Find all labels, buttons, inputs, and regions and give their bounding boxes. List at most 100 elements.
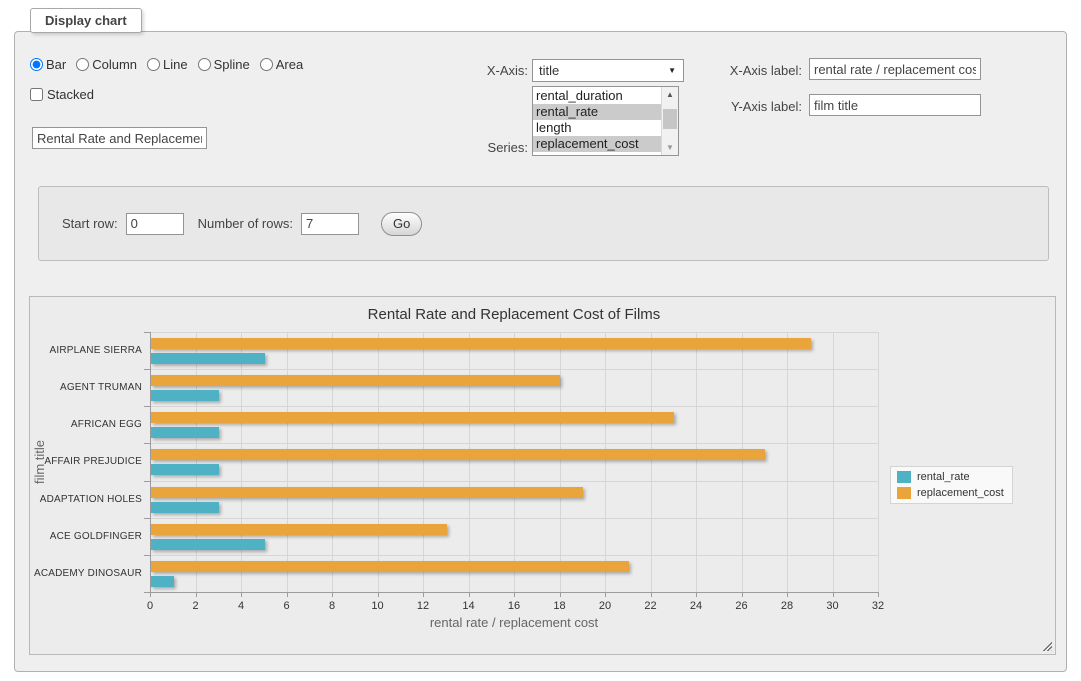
x-tick-label: 32 xyxy=(871,600,885,612)
category-label: ADAPTATION HOLES xyxy=(39,493,142,505)
bar-rental_rate xyxy=(151,575,174,587)
x-axis-label-input[interactable] xyxy=(809,58,981,80)
legend-item-rental-rate[interactable]: rental_rate xyxy=(897,471,1004,483)
series-list-scrollbar[interactable]: ▲ ▼ xyxy=(661,87,678,155)
x-tick-label: 0 xyxy=(146,600,154,612)
y-axis-tick xyxy=(144,517,150,519)
chart-title-input[interactable] xyxy=(32,127,207,149)
gridline xyxy=(150,369,878,371)
x-axis-line xyxy=(150,592,878,593)
gridline xyxy=(741,332,743,592)
y-axis-label-caption: Y-Axis label: xyxy=(730,99,802,114)
x-axis-tick xyxy=(741,592,743,597)
y-axis-tick xyxy=(144,592,150,593)
bar-replacement_cost xyxy=(151,375,561,387)
x-tick-label: 20 xyxy=(598,600,612,612)
bar-chart: Rental Rate and Replacement Cost of Film… xyxy=(29,296,1056,655)
gridline xyxy=(878,332,879,592)
chart-title: Rental Rate and Replacement Cost of Film… xyxy=(367,306,661,323)
radio-bar-label: Bar xyxy=(46,57,67,72)
x-axis-tick xyxy=(650,592,652,597)
gridline xyxy=(559,332,561,592)
radio-column-label: Column xyxy=(92,57,138,72)
series-option[interactable]: rental_duration xyxy=(536,88,623,103)
gridline xyxy=(832,332,834,592)
gridline xyxy=(696,332,697,592)
number-of-rows-input[interactable] xyxy=(301,212,359,235)
bar-rental_rate xyxy=(151,390,220,402)
series-list-label: Series: xyxy=(487,140,528,155)
gridline xyxy=(423,332,424,592)
scrollbar-thumb[interactable] xyxy=(663,109,677,129)
x-tick-label: 12 xyxy=(416,600,430,612)
gridline xyxy=(514,332,515,592)
x-axis-tick xyxy=(878,592,879,597)
x-axis-tick xyxy=(423,592,424,597)
series-listbox[interactable]: rental_duration rental_rate length replacem… xyxy=(532,86,679,156)
bar-replacement_cost xyxy=(151,338,811,349)
gridline xyxy=(150,554,878,556)
chart-type-radio-group: Bar Column Line Spline Area xyxy=(30,57,309,72)
x-axis-tick xyxy=(514,592,515,597)
bar-rental_rate xyxy=(151,501,220,513)
x-axis-tick xyxy=(195,592,197,597)
bar-replacement_cost xyxy=(151,523,447,535)
x-axis-select[interactable]: title ▼ xyxy=(532,59,684,82)
series-option[interactable]: replacement_cost xyxy=(533,136,661,152)
x-axis-tick xyxy=(286,592,288,597)
gridline xyxy=(195,332,197,592)
x-axis-tick xyxy=(559,592,561,597)
scroll-down-icon[interactable]: ▼ xyxy=(662,140,678,155)
legend-label-rental-rate: rental_rate xyxy=(917,471,970,483)
radio-spline-input[interactable] xyxy=(197,58,211,71)
x-tick-label: 28 xyxy=(780,600,794,612)
x-axis-tick xyxy=(150,592,151,597)
x-axis-tick xyxy=(605,592,606,597)
radio-spline[interactable]: Spline xyxy=(197,57,250,72)
series-listbox-items: rental_duration rental_rate length replacem… xyxy=(533,87,661,155)
gridline xyxy=(241,332,242,592)
radio-column-input[interactable] xyxy=(76,58,90,71)
x-tick-label: 24 xyxy=(689,600,703,612)
radio-column[interactable]: Column xyxy=(76,57,137,72)
radio-line-input[interactable] xyxy=(147,58,161,71)
category-label: AGENT TRUMAN xyxy=(59,382,142,394)
y-axis-tick xyxy=(144,332,150,333)
radio-spline-label: Spline xyxy=(213,57,250,72)
stacked-label: Stacked xyxy=(47,87,94,102)
x-tick-label: 6 xyxy=(283,600,290,612)
x-axis-tick xyxy=(241,592,242,597)
x-axis-tick xyxy=(696,592,697,597)
y-axis-title: film title xyxy=(32,439,47,485)
bar-rental_rate xyxy=(151,464,220,476)
gridline xyxy=(468,332,470,592)
y-axis-tick xyxy=(144,443,150,445)
go-button[interactable]: Go xyxy=(381,211,423,236)
x-tick-label: 16 xyxy=(507,600,521,612)
scroll-up-icon[interactable]: ▲ xyxy=(662,87,678,102)
resize-grip-icon[interactable] xyxy=(1041,640,1052,651)
x-axis-selected-value: title xyxy=(539,63,560,78)
gridline xyxy=(150,332,878,333)
legend-item-replacement-cost[interactable]: replacement_cost xyxy=(897,487,1004,499)
y-axis-label-input[interactable] xyxy=(809,94,981,116)
radio-bar[interactable]: Bar xyxy=(30,57,66,72)
legend-swatch-rental-rate xyxy=(897,471,911,483)
bar-rental_rate xyxy=(151,427,220,439)
stacked-checkbox[interactable] xyxy=(30,88,43,101)
x-axis-tick xyxy=(332,592,333,597)
start-row-input[interactable] xyxy=(125,212,184,235)
gridline xyxy=(377,332,379,592)
x-tick-label: 10 xyxy=(371,600,384,612)
bar-rental_rate xyxy=(151,538,265,550)
x-tick-label: 4 xyxy=(237,600,245,612)
radio-area-input[interactable] xyxy=(259,58,273,71)
radio-bar-input[interactable] xyxy=(30,58,43,71)
radio-area[interactable]: Area xyxy=(259,57,303,72)
gridline xyxy=(150,443,878,445)
series-option[interactable]: rental_rate xyxy=(533,104,661,120)
radio-line[interactable]: Line xyxy=(147,57,188,72)
gridline xyxy=(332,332,333,592)
series-option[interactable]: length xyxy=(536,120,572,135)
